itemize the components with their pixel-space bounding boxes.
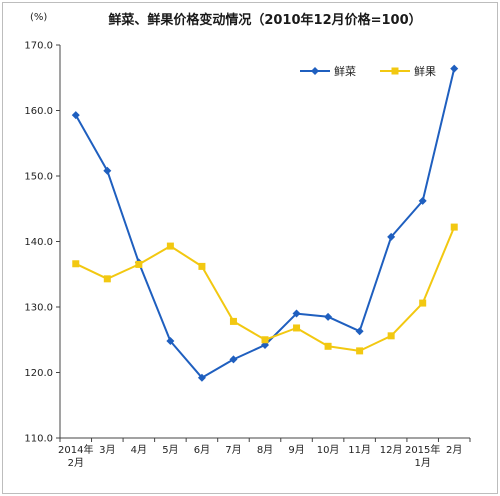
data-point <box>356 347 364 355</box>
data-point <box>261 336 269 344</box>
x-tick-label: 2015年 <box>405 443 440 456</box>
y-axis-unit: (%) <box>30 12 47 23</box>
data-point <box>72 260 80 268</box>
legend-marker <box>311 67 319 75</box>
x-tick-label: 11月 <box>348 444 371 456</box>
data-point <box>166 242 174 250</box>
series-1 <box>71 64 459 382</box>
legend-marker <box>391 67 399 75</box>
data-point <box>324 312 333 321</box>
legend-item-1: 鲜菜 <box>300 64 356 78</box>
x-tick-label: 4月 <box>131 444 147 456</box>
data-point <box>198 262 206 270</box>
data-point <box>71 111 80 120</box>
data-point <box>135 260 143 268</box>
data-point <box>197 373 206 382</box>
series-layer <box>71 64 459 382</box>
x-tick-label: 2014年 <box>58 443 93 456</box>
legend: 鲜菜 鲜果 <box>300 64 436 78</box>
x-tick-label: 2月 <box>446 444 462 456</box>
data-point <box>419 299 427 307</box>
data-point <box>450 64 459 73</box>
data-point <box>229 355 238 364</box>
x-tick-label: 12月 <box>380 444 403 456</box>
data-point <box>418 196 427 205</box>
y-tick-label: 120.0 <box>24 368 53 379</box>
y-tick-label: 150.0 <box>24 172 53 183</box>
data-point <box>292 309 301 318</box>
x-tick-label: 3月 <box>99 444 115 456</box>
data-point <box>324 342 332 350</box>
series-2 <box>72 223 458 355</box>
legend-item-2: 鲜果 <box>380 64 436 78</box>
x-tick-label: 2月 <box>68 457 84 469</box>
data-point <box>450 223 458 231</box>
legend-label: 鲜果 <box>414 64 436 78</box>
y-tick-label: 160.0 <box>24 106 53 117</box>
y-tick-label: 130.0 <box>24 303 53 314</box>
data-point <box>229 317 237 325</box>
x-tick-label: 10月 <box>317 444 340 456</box>
x-tick-label: 5月 <box>162 444 178 456</box>
data-point <box>387 332 395 340</box>
axes: 110.0 120.0 130.0 140.0 150.0 160.0 170.0 2014年… <box>24 41 471 469</box>
data-point <box>103 275 111 283</box>
data-point <box>387 232 396 241</box>
series-line <box>74 68 456 379</box>
x-tick-label: 9月 <box>288 444 304 456</box>
data-point <box>293 324 301 332</box>
y-tick-label: 170.0 <box>24 41 53 52</box>
chart-title: 鲜菜、鲜果价格变动情况（2010年12月价格=100） <box>108 12 421 28</box>
data-point <box>166 337 175 346</box>
x-tick-label: 1月 <box>415 457 431 469</box>
x-tick-label: 8月 <box>257 444 273 456</box>
x-tick-label: 7月 <box>225 444 241 456</box>
legend-label: 鲜菜 <box>334 64 356 78</box>
data-point <box>103 166 112 175</box>
y-tick-label: 140.0 <box>24 237 53 248</box>
x-tick-label: 6月 <box>194 444 210 456</box>
data-point <box>355 327 364 336</box>
y-tick-label: 110.0 <box>24 434 53 445</box>
